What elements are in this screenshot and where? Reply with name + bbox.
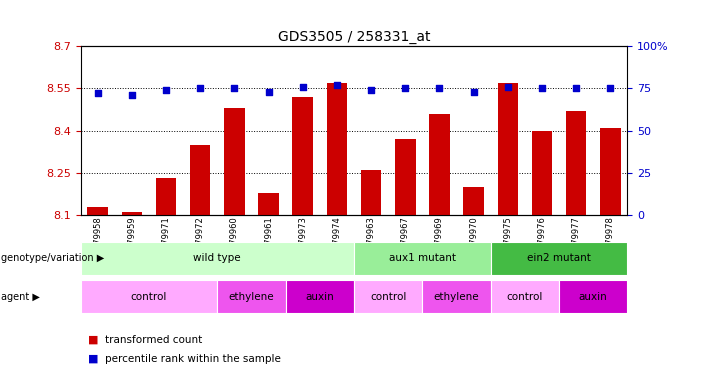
Point	[161, 87, 172, 93]
Bar	[600, 128, 620, 215]
Bar	[88, 207, 108, 215]
Bar	[190, 145, 210, 215]
Bar	[354, 242, 491, 275]
Bar	[122, 212, 142, 215]
Text: genotype/variation ▶: genotype/variation ▶	[1, 253, 104, 263]
Point	[92, 90, 103, 96]
Bar	[491, 242, 627, 275]
Point	[400, 85, 411, 91]
Point	[195, 85, 206, 91]
Bar	[327, 83, 347, 215]
Point	[297, 84, 308, 90]
Point	[536, 85, 547, 91]
Bar	[395, 139, 416, 215]
Bar	[292, 97, 313, 215]
Point	[229, 85, 240, 91]
Point	[434, 85, 445, 91]
Bar	[498, 83, 518, 215]
Point	[126, 92, 137, 98]
Text: ethylene: ethylene	[434, 291, 479, 302]
Text: ■: ■	[88, 354, 98, 364]
Bar	[361, 170, 381, 215]
Text: ■: ■	[88, 335, 98, 345]
Bar	[463, 187, 484, 215]
Point	[571, 85, 582, 91]
Point	[502, 84, 513, 90]
Text: control: control	[131, 291, 167, 302]
Title: GDS3505 / 258331_at: GDS3505 / 258331_at	[278, 30, 430, 44]
Bar	[156, 179, 176, 215]
Bar	[422, 280, 491, 313]
Text: auxin: auxin	[306, 291, 334, 302]
Text: ethylene: ethylene	[229, 291, 274, 302]
Bar	[429, 114, 450, 215]
Text: ein2 mutant: ein2 mutant	[527, 253, 591, 263]
Bar	[354, 280, 422, 313]
Text: agent ▶: agent ▶	[1, 291, 40, 302]
Bar	[559, 280, 627, 313]
Bar	[224, 108, 245, 215]
Text: transformed count: transformed count	[105, 335, 203, 345]
Point	[605, 85, 616, 91]
Bar	[531, 131, 552, 215]
Text: aux1 mutant: aux1 mutant	[389, 253, 456, 263]
Point	[468, 89, 479, 95]
Text: percentile rank within the sample: percentile rank within the sample	[105, 354, 281, 364]
Bar	[491, 280, 559, 313]
Point	[263, 89, 274, 95]
Text: auxin: auxin	[579, 291, 608, 302]
Text: control: control	[507, 291, 543, 302]
Bar	[81, 242, 354, 275]
Bar	[286, 280, 354, 313]
Bar	[81, 280, 217, 313]
Bar	[217, 280, 286, 313]
Text: control: control	[370, 291, 407, 302]
Point	[332, 82, 343, 88]
Text: wild type: wild type	[193, 253, 241, 263]
Point	[365, 87, 376, 93]
Bar	[566, 111, 586, 215]
Bar	[258, 192, 279, 215]
